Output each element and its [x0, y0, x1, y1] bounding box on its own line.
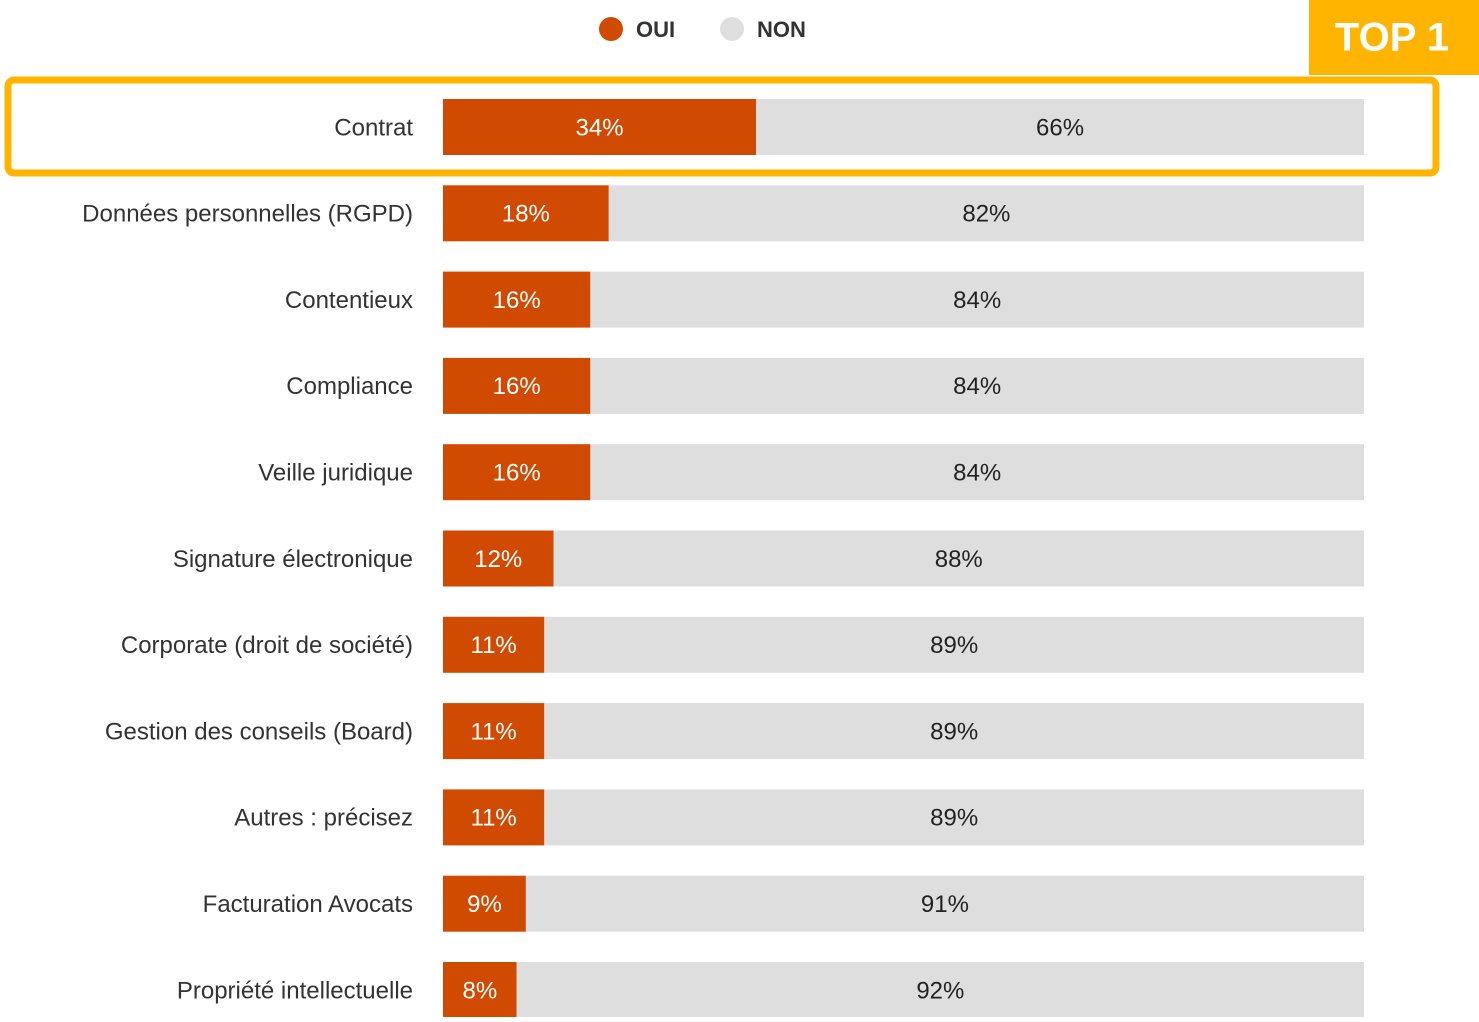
value-label: 16%: [493, 287, 541, 314]
category-label: Compliance: [286, 373, 413, 400]
category-label: Veille juridique: [258, 460, 413, 487]
legend-label: NON: [757, 17, 806, 42]
value-label: 84%: [953, 373, 1001, 400]
bar-segment: [590, 444, 1364, 501]
legend-label: OUI: [636, 17, 675, 42]
value-label: 84%: [953, 287, 1001, 314]
category-label: Contrat: [334, 114, 413, 141]
value-label: 92%: [916, 977, 964, 1004]
legend-swatch: [599, 17, 623, 41]
top-badge-label: TOP 1: [1335, 16, 1449, 60]
bar-segment: [443, 875, 526, 932]
bar-segment: [756, 99, 1364, 155]
value-label: 12%: [474, 546, 522, 573]
value-label: 11%: [471, 718, 517, 745]
value-label: 34%: [576, 114, 624, 141]
category-label: Contentieux: [285, 287, 413, 314]
value-label: 89%: [930, 632, 978, 659]
value-label: 18%: [502, 201, 550, 228]
value-label: 66%: [1036, 114, 1084, 141]
category-label: Facturation Avocats: [203, 891, 413, 918]
category-label: Données personnelles (RGPD): [82, 201, 413, 228]
category-label: Signature électronique: [173, 546, 413, 573]
bar-segment: [544, 616, 1364, 673]
bar-segment: [443, 530, 554, 587]
category-label: Propriété intellectuelle: [177, 977, 413, 1004]
value-label: 82%: [962, 201, 1010, 228]
value-label: 88%: [935, 546, 983, 573]
bar-segment: [590, 271, 1364, 328]
value-label: 84%: [953, 460, 1001, 487]
bar-segment: [443, 703, 545, 760]
category-label: Gestion des conseils (Board): [105, 718, 413, 745]
value-label: 91%: [921, 891, 969, 918]
bar-segment: [544, 789, 1364, 846]
top-badge: [1309, 0, 1479, 75]
bar-segment: [443, 99, 757, 155]
value-label: 9%: [467, 891, 502, 918]
category-label: Corporate (droit de société): [121, 632, 413, 659]
bar-segment: [608, 185, 1364, 242]
category-label: Autres : précisez: [234, 805, 413, 832]
value-label: 11%: [471, 805, 517, 832]
value-label: 89%: [930, 805, 978, 832]
bar-segment: [544, 703, 1364, 760]
bar-segment: [525, 875, 1364, 932]
bar-segment: [443, 444, 591, 501]
legend-swatch: [720, 17, 744, 41]
bar-segment: [590, 357, 1364, 414]
bar-segment: [443, 789, 545, 846]
bar-segment: [443, 271, 591, 328]
highlight-box: [4, 76, 1440, 177]
bar-segment: [516, 962, 1364, 1018]
value-label: 8%: [462, 977, 497, 1004]
bar-segment: [443, 357, 591, 414]
value-label: 89%: [930, 718, 978, 745]
value-label: 16%: [493, 373, 541, 400]
value-label: 16%: [493, 460, 541, 487]
bar-segment: [443, 962, 517, 1018]
bar-segment: [443, 185, 609, 242]
bar-segment: [443, 616, 545, 673]
bar-segment: [553, 530, 1364, 587]
value-label: 11%: [471, 632, 517, 659]
